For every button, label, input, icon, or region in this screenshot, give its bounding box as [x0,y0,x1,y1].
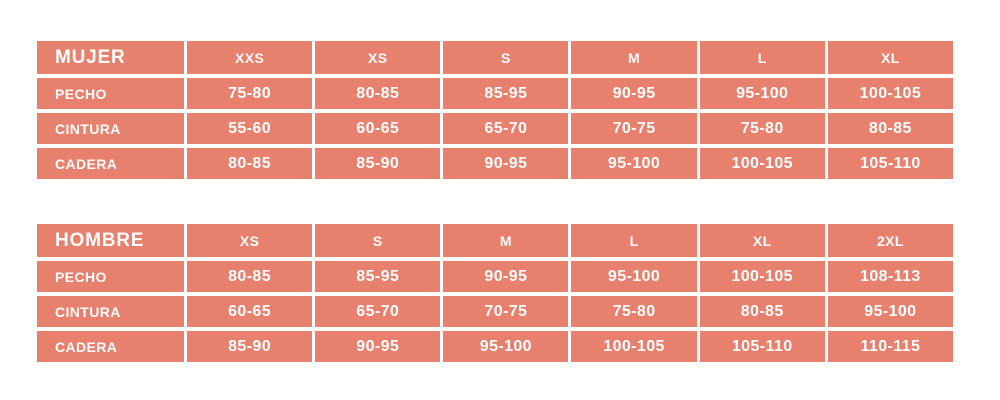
table-body-men: PECHO 80-85 85-95 90-95 95-100 100-105 108-113… [37,261,953,362]
value-cell: 80-85 [315,78,441,109]
value-cell: 95-100 [699,78,825,109]
value-cell: 65-70 [315,296,441,327]
size-table-women: MUJER XXS XS S M L XL PECHO 75-80 80-85 85-95 90-… [34,37,956,183]
value-cell: 55-60 [187,113,313,144]
column-header-s: S [315,224,441,257]
value-cell: 105-110 [699,331,825,362]
header-row: HOMBRE XS S M L XL 2XL [37,224,953,257]
column-header-xs: XS [187,224,313,257]
table-row-pecho: PECHO 80-85 85-95 90-95 95-100 100-105 108-113 [37,261,953,292]
row-label: CADERA [37,331,184,362]
value-cell: 70-75 [571,113,697,144]
table-row-cintura: CINTURA 60-65 65-70 70-75 75-80 80-85 95-100 [37,296,953,327]
value-cell: 80-85 [827,113,953,144]
value-cell: 110-115 [827,331,953,362]
value-cell: 100-105 [699,148,825,179]
header-row: MUJER XXS XS S M L XL [37,41,953,74]
column-header-xl: XL [699,224,825,257]
table-row-cintura: CINTURA 55-60 60-65 65-70 70-75 75-80 80-85 [37,113,953,144]
table-body-women: PECHO 75-80 80-85 85-95 90-95 95-100 100-105 CI… [37,78,953,179]
value-cell: 95-100 [571,148,697,179]
value-cell: 80-85 [699,296,825,327]
row-label: PECHO [37,78,184,109]
value-cell: 105-110 [827,148,953,179]
value-cell: 70-75 [443,296,569,327]
column-header-l: L [571,224,697,257]
row-label: CINTURA [37,296,184,327]
value-cell: 90-95 [315,331,441,362]
column-header-xs: XS [315,41,441,74]
value-cell: 85-95 [315,261,441,292]
column-header-m: M [443,224,569,257]
value-cell: 90-95 [443,148,569,179]
value-cell: 65-70 [443,113,569,144]
value-cell: 95-100 [571,261,697,292]
table-title-women: MUJER [37,41,184,74]
row-label: CADERA [37,148,184,179]
value-cell: 108-113 [827,261,953,292]
row-label: PECHO [37,261,184,292]
value-cell: 60-65 [315,113,441,144]
value-cell: 95-100 [443,331,569,362]
value-cell: 85-95 [443,78,569,109]
value-cell: 75-80 [699,113,825,144]
value-cell: 80-85 [187,261,313,292]
value-cell: 100-105 [571,331,697,362]
size-table-men: HOMBRE XS S M L XL 2XL PECHO 80-85 85-95 90-95 95… [34,220,956,366]
row-label: CINTURA [37,113,184,144]
table-title-men: HOMBRE [37,224,184,257]
column-header-m: M [571,41,697,74]
value-cell: 95-100 [827,296,953,327]
value-cell: 90-95 [443,261,569,292]
value-cell: 75-80 [187,78,313,109]
column-header-2xl: 2XL [827,224,953,257]
column-header-l: L [699,41,825,74]
value-cell: 100-105 [827,78,953,109]
value-cell: 60-65 [187,296,313,327]
value-cell: 100-105 [699,261,825,292]
column-header-xl: XL [827,41,953,74]
column-header-xxs: XXS [187,41,313,74]
value-cell: 75-80 [571,296,697,327]
value-cell: 85-90 [187,331,313,362]
table-row-cadera: CADERA 85-90 90-95 95-100 100-105 105-110 110-… [37,331,953,362]
table-row-pecho: PECHO 75-80 80-85 85-95 90-95 95-100 100-105 [37,78,953,109]
value-cell: 85-90 [315,148,441,179]
value-cell: 90-95 [571,78,697,109]
table-row-cadera: CADERA 80-85 85-90 90-95 95-100 100-105 105-11… [37,148,953,179]
column-header-s: S [443,41,569,74]
value-cell: 80-85 [187,148,313,179]
